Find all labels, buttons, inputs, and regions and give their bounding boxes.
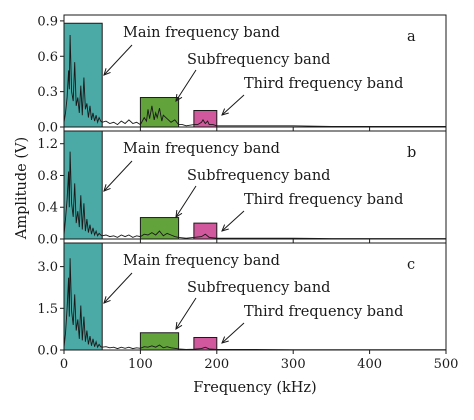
third-band-bar — [193, 336, 218, 351]
sub-band-bar — [139, 332, 180, 351]
sub-band-bar — [139, 97, 180, 128]
main-band-arrow — [103, 160, 133, 192]
y-tick-label: 0.8 — [37, 169, 58, 184]
y-tick-label: 0.0 — [37, 121, 58, 136]
y-tick-label: 0.0 — [37, 233, 58, 248]
sub-band-arrow — [175, 297, 197, 330]
main-band-arrowhead — [103, 68, 111, 76]
y-tick-label: 0.6 — [37, 50, 58, 65]
x-tick-label: 300 — [281, 357, 306, 372]
sub-band-arrow — [175, 69, 197, 102]
spectrum-line — [63, 258, 446, 351]
panel-letter: c — [407, 257, 415, 273]
sub-band-arrow — [175, 185, 197, 218]
main-band-arrow — [103, 272, 133, 304]
sub-band-label: Subfrequency band — [187, 168, 330, 184]
main-band-label: Main frequency band — [123, 25, 280, 41]
sub-band-arrowhead — [175, 321, 183, 330]
panel-frame — [63, 130, 447, 240]
third-band-arrowhead — [221, 224, 229, 232]
third-band-arrow — [221, 322, 245, 344]
y-tick-label: 0.3 — [37, 85, 58, 100]
sub-band-label: Subfrequency band — [187, 280, 330, 296]
x-axis-title: Frequency (kHz) — [193, 380, 316, 396]
sub-band-arrowhead — [175, 209, 183, 218]
panel-a: 0.0 0.3 0.6 0.9 Main frequency band Subfreque… — [37, 14, 447, 136]
y-tick-label: 1.2 — [37, 137, 58, 152]
third-band-arrowhead — [221, 108, 229, 116]
y-tick-label: 0.9 — [37, 14, 58, 29]
x-tick-label: 400 — [357, 357, 382, 372]
y-axis-title: Amplitude (V) — [14, 137, 30, 240]
spectrum-line — [63, 151, 446, 240]
spectrum-line — [63, 34, 446, 127]
main-band-label: Main frequency band — [123, 141, 280, 157]
sub-band-label: Subfrequency band — [187, 52, 330, 68]
third-band-label: Third frequency band — [244, 304, 403, 320]
x-tick-label: 100 — [128, 357, 153, 372]
third-band-arrow — [221, 210, 245, 232]
panel-c: 0.0 1.5 3.0 Main frequency band Subfrequency… — [37, 242, 447, 359]
x-tick-label: 0 — [60, 357, 68, 372]
y-tick-label: 1.5 — [37, 302, 58, 317]
sub-band-arrowhead — [175, 93, 183, 102]
main-band-arrow — [103, 44, 133, 76]
third-band-label: Third frequency band — [244, 76, 403, 92]
main-band-arrowhead — [103, 184, 111, 192]
panel-letter: a — [407, 29, 416, 45]
main-band-arrowhead — [103, 296, 111, 304]
third-band-arrowhead — [221, 336, 229, 344]
third-band-arrow — [221, 94, 245, 116]
y-tick-label: 3.0 — [37, 260, 58, 275]
y-tick-label: 0.0 — [37, 344, 58, 359]
x-tick-label: 500 — [434, 357, 459, 372]
panel-letter: b — [407, 145, 416, 161]
third-band-label: Third frequency band — [244, 192, 403, 208]
y-tick-label: 0.4 — [37, 201, 58, 216]
panel-frame — [63, 14, 447, 128]
panel-b: 0.0 0.4 0.8 1.2 Main frequency band Subfreque… — [37, 130, 447, 248]
main-band-label: Main frequency band — [123, 253, 280, 269]
x-tick-label: 200 — [204, 357, 229, 372]
panel-frame — [63, 242, 447, 351]
